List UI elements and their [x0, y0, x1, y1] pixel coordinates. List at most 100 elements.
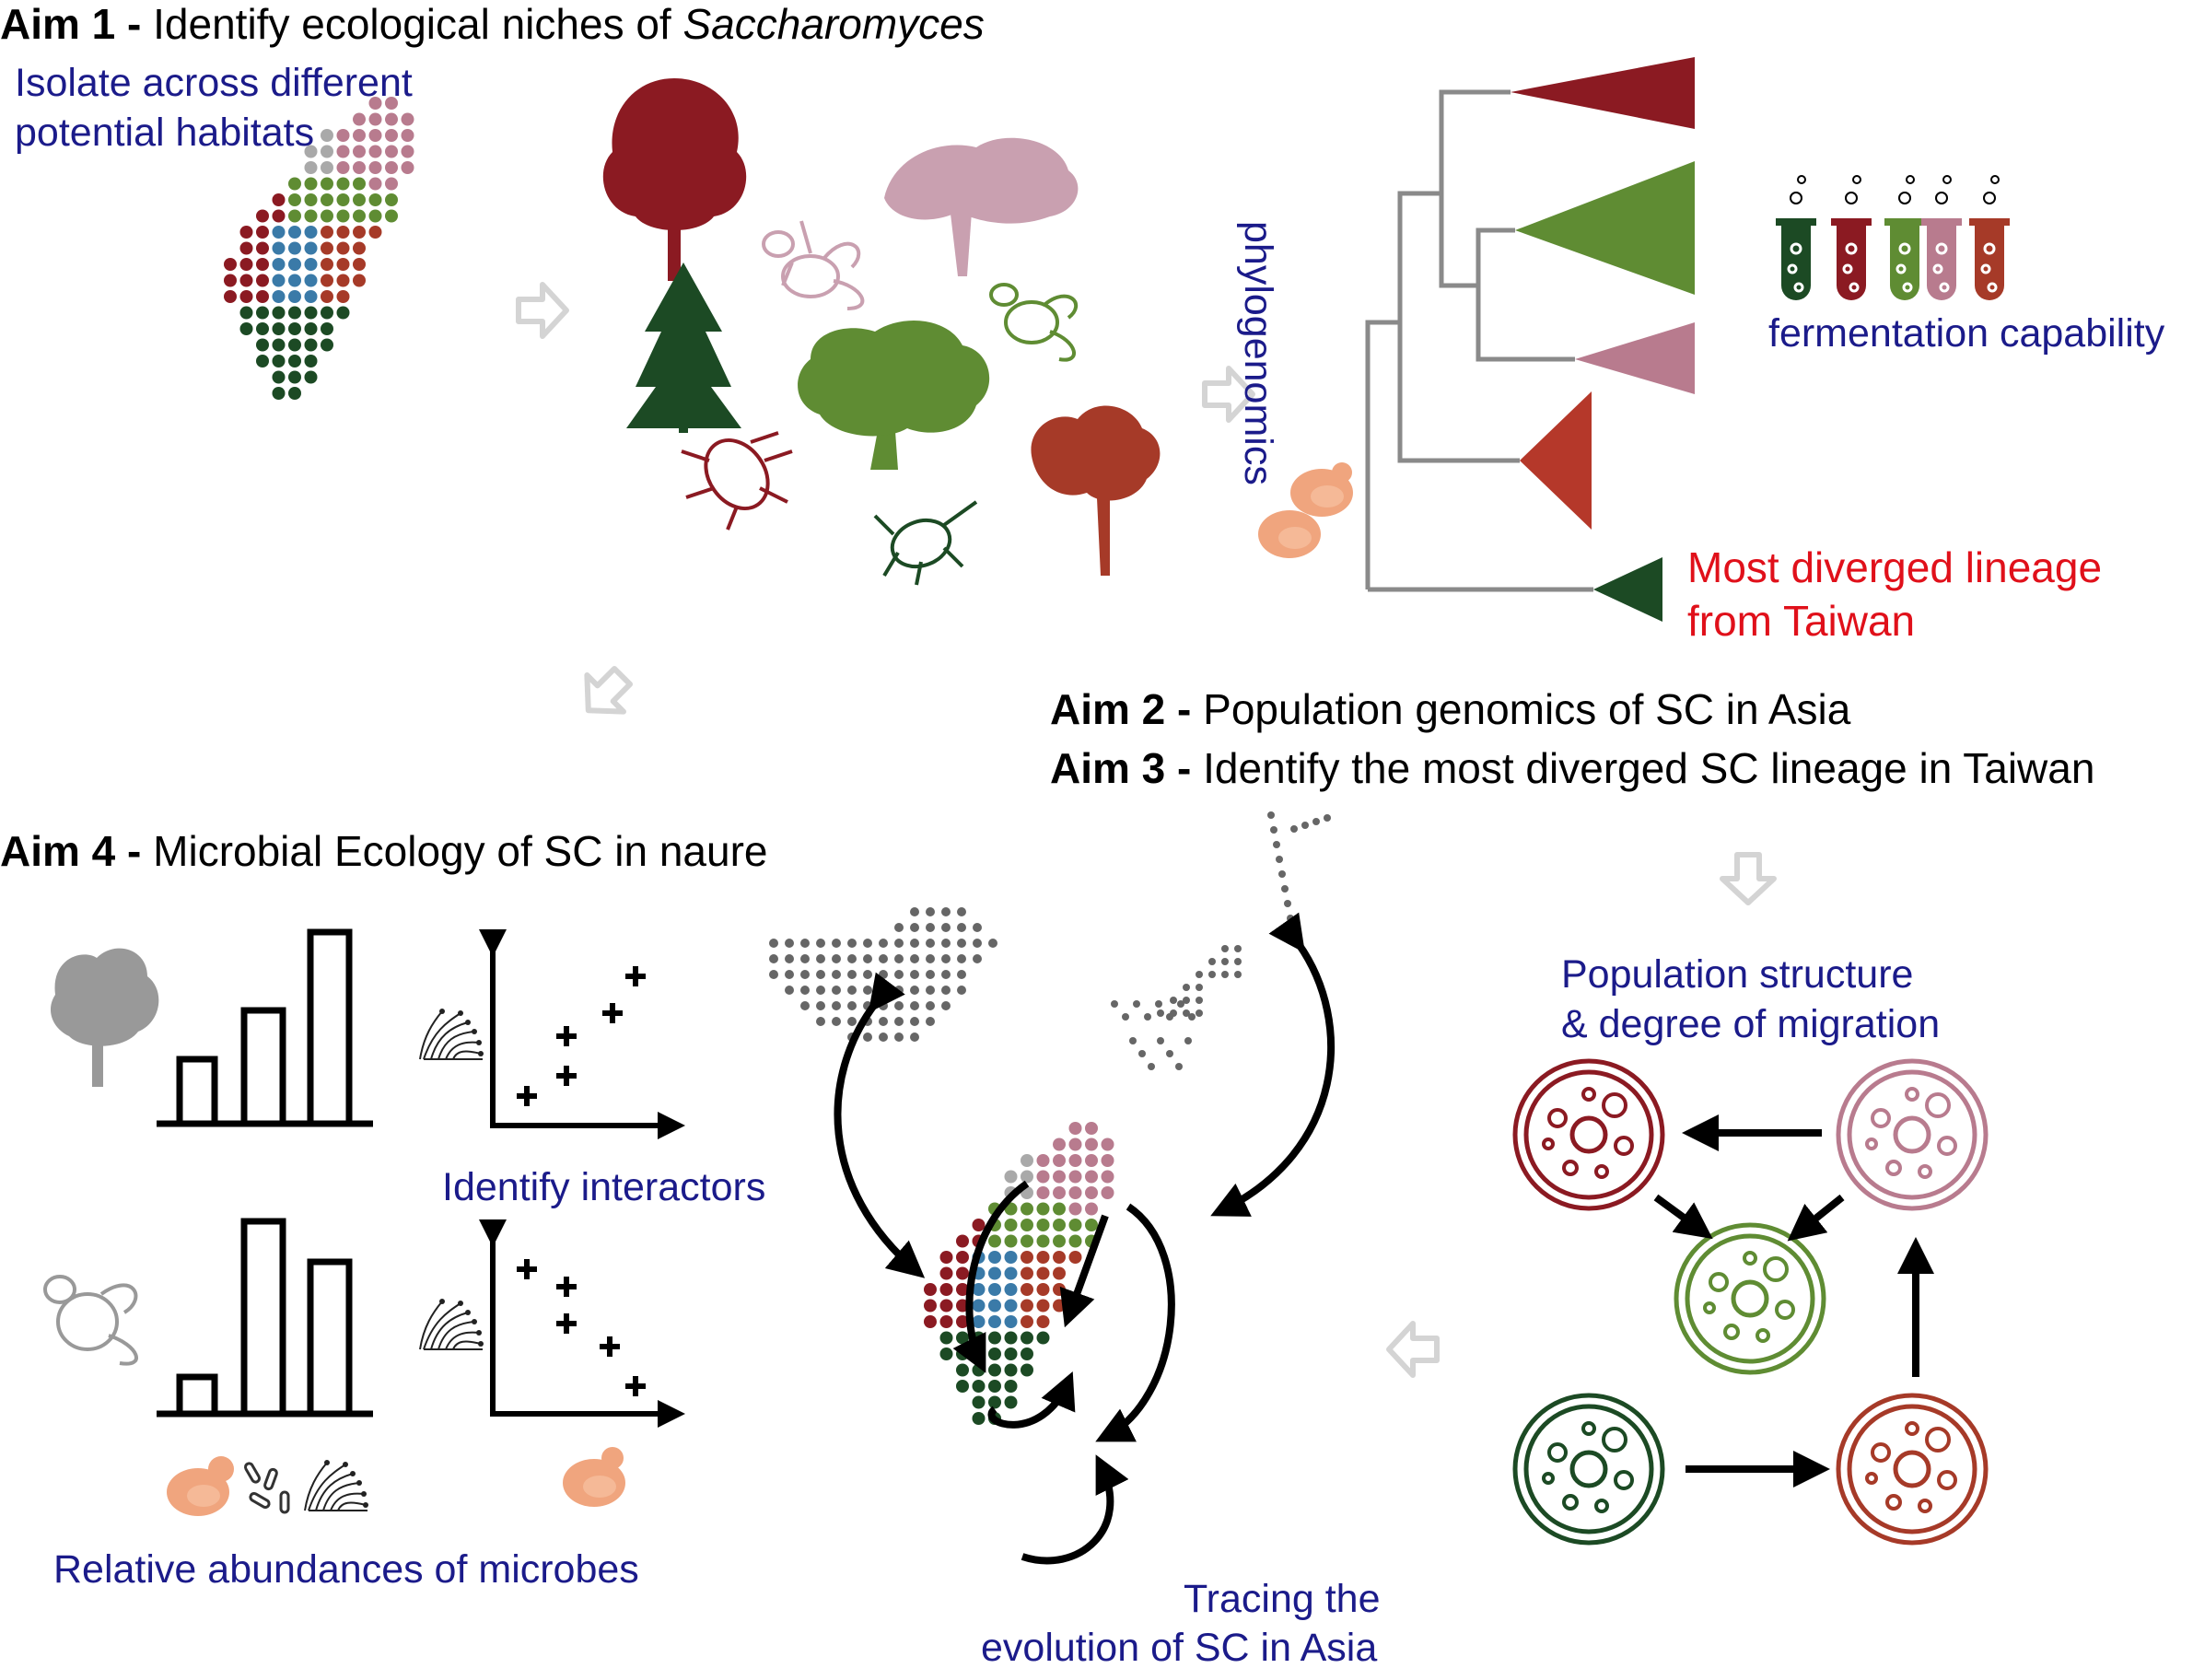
taiwan-dot [224, 258, 237, 271]
taiwan-dot [972, 1283, 986, 1296]
taiwan-dot [272, 241, 286, 255]
taiwan-dot [1053, 1283, 1066, 1296]
china-dot [785, 954, 794, 963]
taiwan-dot [956, 1283, 969, 1296]
taiwan-dot [336, 129, 350, 142]
china-dot [879, 986, 888, 995]
taiwan-dot [956, 1363, 969, 1377]
china-dot [879, 970, 888, 979]
taiwan-dot [1085, 1186, 1098, 1199]
aim4-title: Aim 4 - Microbial Ecology of SC in naure [0, 827, 768, 875]
scatter-point [556, 1277, 577, 1297]
taiwan-dot [353, 161, 366, 174]
taiwan-dot [401, 129, 414, 142]
taiwan-dot [272, 322, 286, 335]
china-dot [847, 954, 857, 963]
bee-icon-green [989, 283, 1079, 362]
china-dot [800, 939, 810, 948]
aim1-title: Aim 1 - Identify ecological niches of Sa… [0, 0, 985, 48]
china-dot [957, 970, 966, 979]
taiwan-dot [256, 338, 269, 352]
japan-dot [1234, 958, 1242, 965]
china-dot [832, 1017, 841, 1026]
china-dot [800, 970, 810, 979]
china-dot [894, 923, 904, 932]
taiwan-dot [1004, 1315, 1018, 1328]
flow-arrow-icon [570, 659, 640, 729]
taiwan-dot [1101, 1154, 1114, 1167]
clade-dark-green [1593, 557, 1662, 622]
aim3-title: Aim 3 - Identify the most diverged SC li… [1050, 744, 2095, 792]
china-dot [941, 954, 951, 963]
taiwan-dot [239, 258, 253, 271]
taiwan-dot [1053, 1186, 1066, 1199]
taiwan-dot [256, 274, 269, 287]
japan-dot [1155, 1000, 1162, 1008]
taiwan-dot [288, 241, 301, 255]
china-dot [941, 939, 951, 948]
taiwan-dot [368, 193, 382, 206]
migration-arrows [834, 912, 1335, 1565]
taiwan-dot [1021, 1251, 1033, 1264]
china-dot [816, 986, 825, 995]
taiwan-dot [1053, 1234, 1066, 1248]
taiwan-dot [256, 290, 269, 303]
china-dot [816, 1001, 825, 1010]
japan-dot [1196, 984, 1203, 991]
taiwan-dot [1036, 1331, 1050, 1345]
japan-dot [1289, 929, 1297, 937]
taiwan-dot [1021, 1348, 1033, 1360]
japan-dot [1208, 958, 1216, 965]
japan-dot [1148, 1063, 1155, 1070]
taiwan-dot [368, 129, 382, 142]
taiwan-dot [988, 1266, 1001, 1280]
scatter-point [556, 1313, 577, 1334]
taiwan-dot [336, 226, 350, 239]
taiwan-dot [368, 226, 382, 239]
dish-arrows [1653, 1114, 1934, 1488]
taiwan-dot [272, 370, 286, 384]
fermentation-test-tubes [1776, 175, 2010, 300]
taiwan-dot [336, 177, 350, 191]
taiwan-dot [1036, 1202, 1050, 1216]
aim2-title: Aim 2 - Population genomics of SC in Asi… [1050, 685, 1851, 733]
taiwan-dot [1068, 1202, 1082, 1216]
taiwan-dot [336, 258, 350, 271]
taiwan-dot [1085, 1122, 1098, 1135]
china-dot [816, 970, 825, 979]
taiwan-dot [321, 290, 333, 303]
china-dot [816, 954, 825, 963]
test-tube-icon [1776, 175, 1816, 300]
china-dot [785, 986, 794, 995]
bacteria-icon [244, 1462, 290, 1514]
taiwan-dot [1021, 1299, 1033, 1312]
china-dot [879, 1017, 888, 1026]
taiwan-dot [1036, 1266, 1050, 1280]
china-dot [879, 954, 888, 963]
taiwan-dot [304, 258, 318, 271]
china-dot [894, 970, 904, 979]
japan-dot [1267, 811, 1275, 819]
taiwan-dot [1036, 1234, 1050, 1248]
china-dot [800, 1001, 810, 1010]
taiwan-dot [385, 112, 398, 126]
taiwan-dot [1053, 1154, 1066, 1167]
taiwan-dot [1021, 1331, 1033, 1345]
petri-dish-icon [1512, 1393, 1665, 1546]
taiwan-dot [972, 1219, 986, 1231]
taiwan-dot [1036, 1154, 1050, 1167]
japan-dot [1276, 856, 1283, 863]
scatter-point [602, 1003, 623, 1023]
taiwan-dot [1068, 1138, 1082, 1151]
petri-dish-icon [1512, 1058, 1665, 1211]
taiwan-dot [304, 338, 318, 352]
taiwan-dot [272, 338, 286, 352]
taiwan-dot [1068, 1154, 1082, 1167]
taiwan-dot [321, 241, 333, 255]
oak-tree-icon [798, 321, 990, 470]
taiwan-dot [304, 274, 318, 287]
taiwan-dot [224, 274, 237, 287]
china-dot [957, 939, 966, 948]
taiwan-dot [336, 161, 350, 174]
taiwan-dot [1053, 1219, 1066, 1231]
